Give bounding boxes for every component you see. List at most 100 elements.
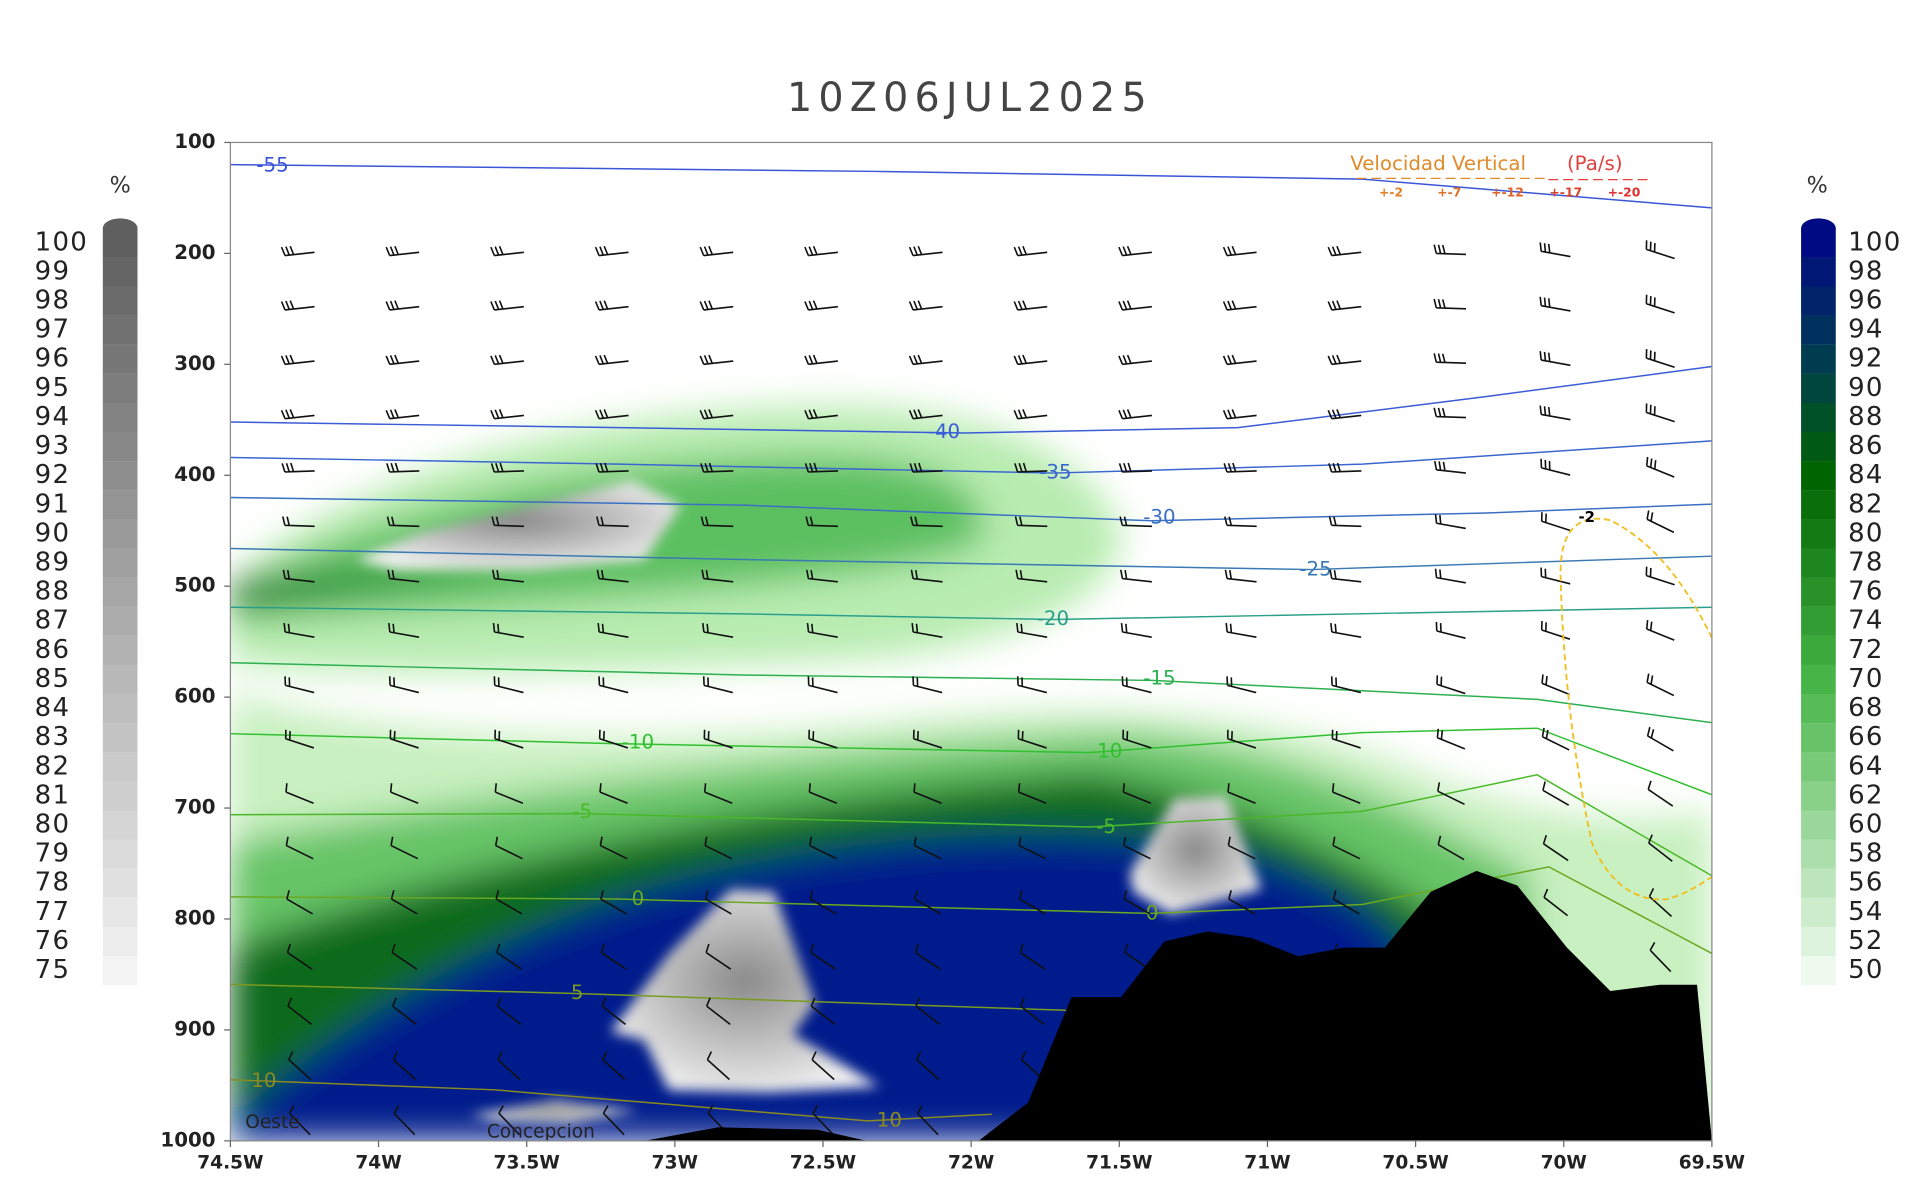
legend-unit: (Pa/s) bbox=[1567, 152, 1623, 175]
wind-barb bbox=[600, 890, 628, 915]
wind-barb bbox=[385, 409, 420, 420]
wind-barb bbox=[1018, 890, 1046, 915]
wind-barb bbox=[495, 890, 523, 915]
colorbar-swatch bbox=[1801, 926, 1836, 957]
wind-barb bbox=[1434, 514, 1466, 530]
wind-barb bbox=[701, 569, 734, 583]
colorbar-label: 96 bbox=[35, 344, 71, 374]
wind-barb bbox=[699, 409, 734, 420]
wind-barb bbox=[595, 462, 629, 473]
wind-barb bbox=[1222, 245, 1257, 257]
terrain bbox=[644, 870, 1712, 1141]
isotherm bbox=[230, 365, 1712, 434]
wind-barb bbox=[286, 890, 314, 915]
wind-barb bbox=[908, 409, 943, 420]
wind-barb bbox=[1118, 300, 1152, 311]
wind-barb bbox=[1332, 890, 1360, 915]
wind-barb bbox=[699, 245, 734, 257]
wind-barb bbox=[804, 245, 838, 257]
colorbar-swatch bbox=[1801, 577, 1836, 607]
wind-barb bbox=[1015, 569, 1048, 583]
wind-barb bbox=[1119, 516, 1153, 528]
wind-barb bbox=[1227, 836, 1256, 860]
wind-barb bbox=[1539, 296, 1571, 312]
wind-barb bbox=[1016, 676, 1048, 694]
wind-barb bbox=[1013, 300, 1048, 311]
wind-barb bbox=[283, 622, 315, 638]
wind-barb bbox=[1433, 244, 1467, 256]
annotation: Concepcion bbox=[487, 1122, 595, 1143]
wind-barb bbox=[808, 783, 838, 805]
colorbar-label: 54 bbox=[1848, 897, 1884, 927]
isotherm bbox=[230, 866, 1712, 955]
colorbar-label: 84 bbox=[35, 693, 71, 723]
wind-barb bbox=[1118, 354, 1152, 366]
wind-barb bbox=[390, 890, 418, 915]
wind-barb bbox=[1433, 353, 1467, 364]
wind-barb bbox=[1330, 676, 1362, 694]
colorbar-swatch bbox=[1801, 839, 1836, 869]
wind-barb bbox=[602, 1051, 626, 1081]
colorbar-label: 77 bbox=[35, 897, 71, 927]
vv-contour bbox=[1559, 517, 1712, 901]
wind-barb bbox=[1646, 726, 1674, 752]
isotherm bbox=[230, 440, 1712, 474]
colorbar-swatch bbox=[102, 810, 138, 840]
x-tick-label: 73W bbox=[652, 1153, 698, 1174]
wind-barb bbox=[1649, 942, 1672, 973]
wind-barb bbox=[388, 676, 420, 694]
wind-barb bbox=[804, 300, 838, 311]
wind-barb bbox=[912, 676, 943, 694]
wind-barb bbox=[1645, 294, 1675, 314]
wind-barb bbox=[910, 516, 943, 528]
colorbar-swatch bbox=[1801, 723, 1836, 753]
wind-barb bbox=[1122, 836, 1151, 860]
wind-barb bbox=[288, 1051, 312, 1081]
wind-barb bbox=[1436, 782, 1465, 806]
colorbar-swatch bbox=[102, 257, 138, 287]
wind-barb bbox=[599, 783, 628, 805]
wind-barb bbox=[1539, 351, 1571, 367]
wind-barb bbox=[1013, 409, 1048, 420]
y-tick-label: 700 bbox=[174, 796, 215, 819]
colorbar-label: 82 bbox=[35, 751, 71, 781]
wind-barb bbox=[491, 569, 524, 583]
colorbar-swatch bbox=[1801, 548, 1836, 578]
wind-barb bbox=[911, 622, 943, 638]
wind-barb bbox=[1542, 781, 1570, 806]
legend-label: +-12 bbox=[1491, 186, 1524, 200]
colorbar-swatch bbox=[102, 635, 138, 666]
wind-barb bbox=[1539, 242, 1571, 258]
y-tick-label: 900 bbox=[174, 1017, 215, 1040]
wind-barb bbox=[1540, 512, 1571, 532]
legend-title: Velocidad Vertical bbox=[1350, 152, 1526, 175]
x-tick-label: 74W bbox=[355, 1153, 401, 1174]
colorbar-label: 86 bbox=[1848, 431, 1884, 461]
y-tick-label: 600 bbox=[174, 685, 215, 708]
wind-barb bbox=[704, 836, 733, 860]
wind-barb bbox=[597, 622, 629, 638]
wind-barb bbox=[702, 676, 734, 694]
wind-barb bbox=[1541, 727, 1570, 751]
colorbar-swatch bbox=[1801, 432, 1836, 462]
colorbar-swatch bbox=[102, 897, 138, 927]
wind-barb bbox=[1540, 458, 1571, 476]
colorbar-label: 99 bbox=[35, 256, 71, 286]
colorbar-label: 94 bbox=[35, 402, 71, 432]
colorbar-label: 75 bbox=[35, 955, 71, 985]
wind-barb bbox=[809, 890, 837, 915]
wind-barb bbox=[286, 943, 313, 970]
colorbar-label: 78 bbox=[35, 868, 71, 898]
isotherm-label: -35 bbox=[1039, 461, 1071, 484]
colorbar-label: 50 bbox=[1848, 955, 1884, 985]
wind-barb bbox=[915, 997, 941, 1026]
colorbar-unit: % bbox=[1807, 172, 1828, 198]
chart-title: 10Z06JUL2025 bbox=[787, 75, 1153, 121]
wind-barb bbox=[1119, 569, 1152, 583]
colorbar-label: 74 bbox=[1848, 606, 1884, 636]
wind-barb bbox=[1645, 349, 1675, 369]
colorbar-swatch bbox=[102, 868, 138, 898]
isotherm-label: 0 bbox=[632, 887, 645, 910]
wind-barb bbox=[1433, 298, 1467, 310]
y-tick-label: 400 bbox=[174, 463, 215, 486]
